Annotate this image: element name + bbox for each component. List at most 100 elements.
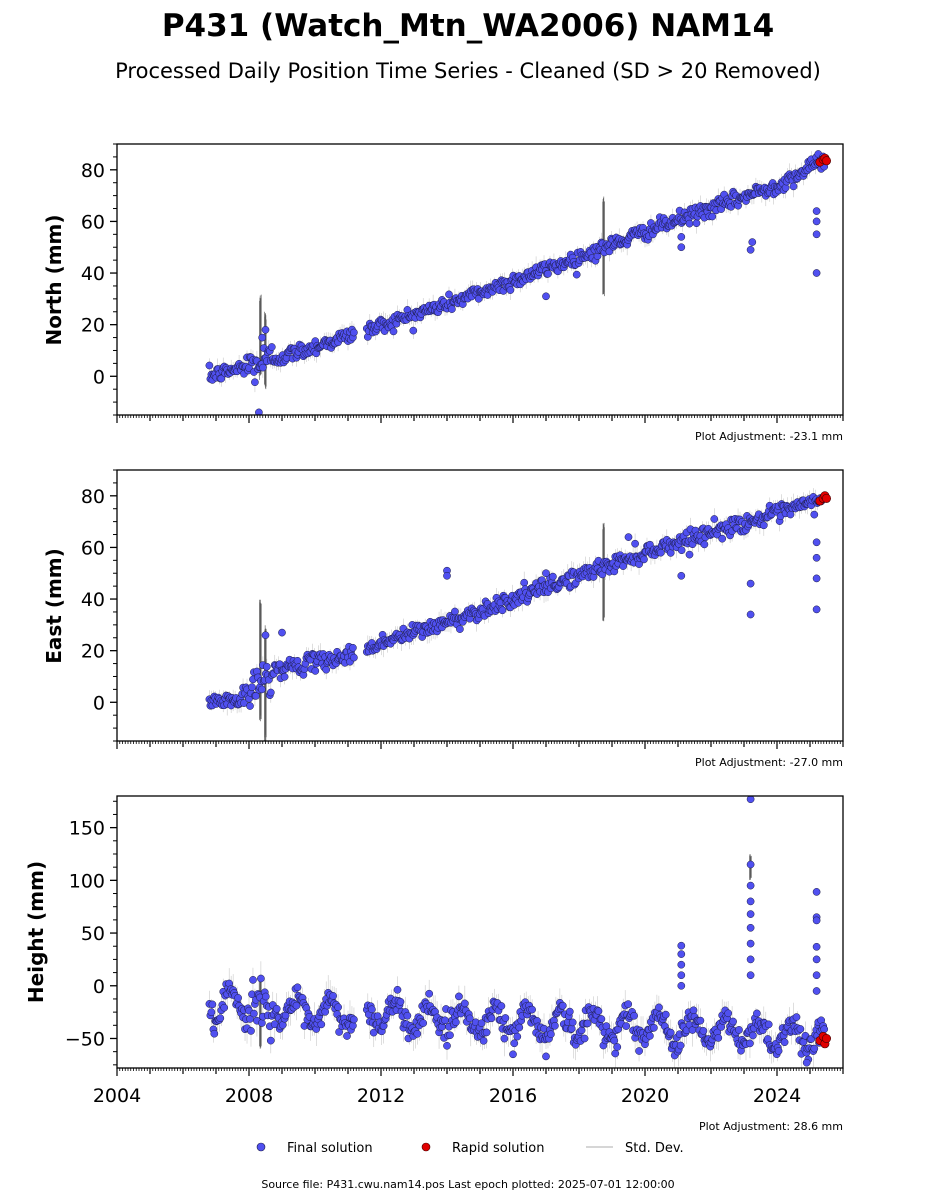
height-final-point (624, 1000, 633, 1008)
height-final-point (234, 994, 242, 1002)
east-final-point (252, 692, 260, 700)
height-final-point (216, 1014, 225, 1023)
height-outlier-point (677, 941, 686, 950)
height-outlier-point (746, 796, 755, 804)
height-final-point (515, 1023, 524, 1032)
north-rapid-points (815, 153, 831, 167)
height-final-point (220, 1003, 229, 1012)
north-y-tick-label: 60 (81, 211, 105, 233)
east-final-point (549, 572, 557, 581)
height-final-point (724, 1009, 733, 1018)
height-outlier-point (746, 971, 755, 980)
height-final-point (568, 1018, 577, 1027)
north-outlier-point (677, 233, 686, 241)
east-final-point (258, 685, 266, 694)
east-adjustment: Plot Adjustment: -27.0 mm (695, 756, 843, 769)
height-final-point (780, 1038, 789, 1047)
height-final-point (551, 1021, 559, 1030)
height-final-point (749, 1031, 757, 1040)
height-final-point (293, 983, 302, 992)
north-final-point (217, 374, 226, 383)
east-final-point (456, 625, 464, 633)
height-y-tick-label: 50 (81, 923, 105, 945)
east-final-point (718, 534, 727, 543)
height-data-layer (205, 796, 831, 1068)
north-y-axis: 0 20 40 60 80 (81, 143, 117, 416)
height-final-point (650, 1023, 658, 1032)
height-x-tick-label: 2012 (357, 1085, 405, 1107)
east-final-point (759, 521, 768, 530)
height-final-point (343, 1032, 351, 1040)
north-final-points (205, 150, 829, 415)
source-footer: Source file: P431.cwu.nam14.pos Last epo… (261, 1178, 674, 1191)
height-final-point (452, 1018, 460, 1027)
north-final-point (789, 182, 798, 191)
east-final-point (656, 548, 665, 557)
height-outlier-point (812, 987, 821, 995)
east-outlier-point (677, 571, 686, 580)
north-y-tick-label: 80 (81, 160, 105, 182)
height-final-point (594, 1007, 603, 1015)
height-x-tick-label: 2024 (753, 1085, 801, 1107)
height-final-point (565, 1007, 574, 1016)
north-final-point (692, 219, 701, 228)
north-final-point (448, 305, 456, 313)
east-final-point (700, 540, 709, 549)
height-outlier-point (746, 897, 755, 906)
height-final-point (696, 1016, 705, 1025)
height-outlier-point (746, 860, 755, 869)
north-x-axis (116, 415, 844, 423)
north-final-point (259, 363, 267, 372)
height-x-tick-label: 2020 (621, 1085, 669, 1107)
legend-final-label: Final solution (287, 1141, 373, 1156)
height-final-point (460, 999, 469, 1008)
east-final-point (311, 667, 320, 675)
height-outlier-point (812, 888, 821, 896)
north-outlier-point (255, 408, 263, 415)
legend-rapid-label: Rapid solution (452, 1141, 544, 1156)
height-final-point (528, 1005, 536, 1014)
height-final-point (699, 1027, 708, 1035)
east-final-point (451, 607, 459, 616)
height-final-point (714, 1034, 723, 1042)
north-final-point (350, 328, 358, 337)
east-final-point (293, 656, 302, 665)
east-final-point (248, 683, 256, 692)
east-data-layer (205, 488, 831, 741)
north-outlier-point (746, 245, 755, 254)
chart-title: P431 (Watch_Mtn_WA2006) NAM14 (162, 8, 774, 44)
height-outlier-point (677, 960, 686, 969)
east-final-point (677, 546, 686, 555)
east-final-points (205, 492, 829, 710)
east-outlier-point (542, 569, 550, 578)
height-final-point (753, 1009, 761, 1018)
north-outlier-point (542, 292, 550, 301)
north-final-point (506, 286, 515, 294)
height-final-point (820, 1025, 829, 1034)
height-outlier-point (746, 923, 755, 932)
height-final-point (482, 1028, 491, 1037)
north-final-point (251, 378, 259, 387)
east-outlier-point (624, 533, 633, 541)
chart-subtitle: Processed Daily Position Time Series - C… (115, 59, 821, 83)
height-ylabel: Height (mm) (24, 861, 48, 1003)
height-final-point (676, 1041, 685, 1050)
height-final-points (205, 796, 829, 1067)
north-outlier-point (812, 230, 821, 239)
height-final-point (613, 1043, 622, 1051)
height-final-point (446, 1031, 454, 1040)
north-outlier-point (812, 217, 821, 226)
east-final-point (280, 672, 289, 681)
east-final-point (498, 606, 507, 615)
height-outlier-point (812, 971, 821, 980)
east-y-tick-label: 80 (81, 486, 105, 508)
height-x-tick-label: 2004 (93, 1085, 141, 1107)
height-outlier-point (542, 1052, 550, 1061)
east-x-axis (116, 741, 844, 749)
east-final-point (266, 688, 275, 697)
height-final-point (796, 1025, 805, 1033)
legend-final-marker (256, 1142, 266, 1152)
height-final-point (210, 1029, 219, 1038)
height-final-point (746, 1039, 754, 1048)
